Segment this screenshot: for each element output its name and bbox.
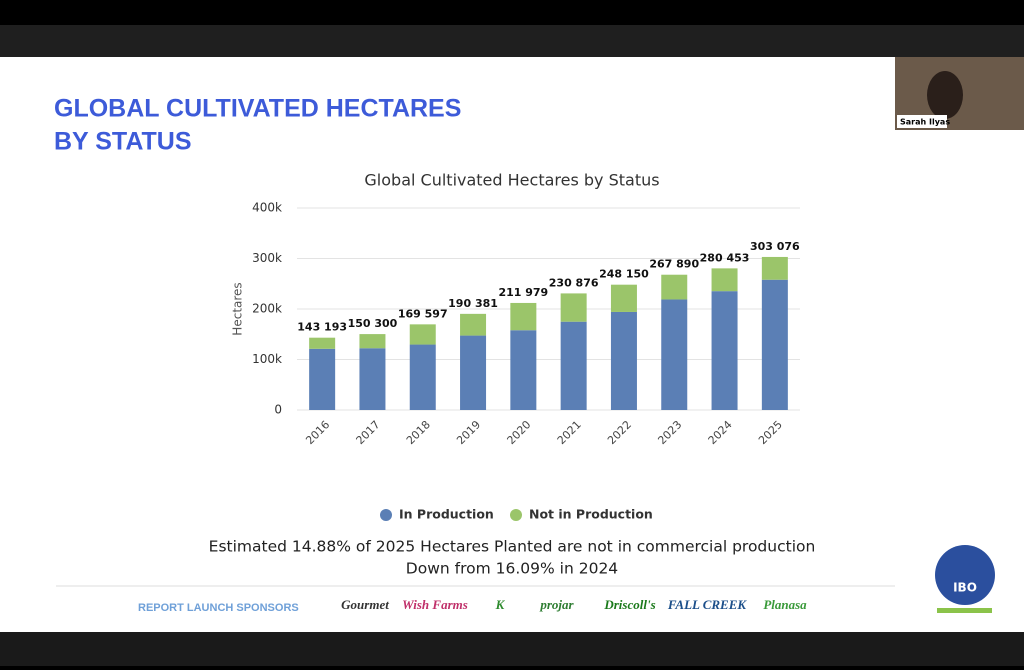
slide-title: BY STATUS [54,128,192,156]
note: Down from 16.09% in 2024 [406,560,618,578]
sponsors-heading: REPORT LAUNCH SPONSORS [138,602,299,614]
bar-segment [359,334,386,349]
legend-label: In Production [399,507,494,522]
bar-segment [309,337,336,349]
total-label: 150 300 [348,317,398,330]
y-tick-label: 200k [252,302,282,316]
sponsor: Planasa [763,597,807,612]
logo-bar [937,608,992,613]
total-label: 143 193 [297,321,347,334]
sponsor: projar [539,597,574,612]
toolbar [0,25,1024,57]
total-label: 248 150 [599,268,649,281]
legend-label: Not in Production [529,507,653,522]
sponsor: Gourmet [341,597,389,612]
chart-title: Global Cultivated Hectares by Status [364,171,659,190]
bar-segment [309,348,336,410]
top-bar [0,0,1024,25]
bar-segment [711,291,738,410]
bar-segment [510,302,537,331]
logo-badge [935,545,995,605]
bar-segment [359,348,386,410]
total-label: 267 890 [649,258,699,271]
y-tick-label: 0 [274,403,282,417]
y-tick-label: 400k [252,201,282,215]
legend-marker [510,509,522,521]
y-tick-label: 100k [252,352,282,366]
total-label: 211 979 [498,286,548,299]
sponsor: Wish Farms [402,597,468,612]
note: Estimated 14.88% of 2025 Hectares Plante… [209,538,816,556]
total-label: 190 381 [448,297,498,310]
sponsor: Driscoll's [603,597,655,612]
sponsor: K [495,597,506,612]
legend-marker [380,509,392,521]
webcam-person [927,71,963,119]
bar-segment [661,299,688,410]
total-label: 169 597 [398,307,448,320]
bar-segment [560,321,587,410]
slide-title: GLOBAL CULTIVATED HECTARES [54,95,461,123]
name-tag [897,115,947,128]
bar-segment [610,284,637,312]
bar-segment [661,274,688,300]
bar-segment [409,324,436,345]
total-label: 230 876 [549,276,599,289]
participant-name: Sarah Ilyas [900,118,950,127]
bottom-bar [0,632,1024,666]
bar-segment [610,311,637,410]
sponsor: FALL CREEK [667,597,747,612]
bar-segment [761,256,788,280]
bar-segment [560,293,587,322]
y-axis-label: Hectares [231,282,245,335]
logo-text: IBO [953,581,977,595]
total-label: 303 076 [750,240,800,253]
bar-segment [711,268,738,292]
bar-segment [460,335,487,410]
bar-segment [510,330,537,410]
total-label: 280 453 [700,251,750,264]
bar-segment [460,313,487,336]
bar-segment [761,279,788,410]
y-tick-label: 300k [252,251,282,265]
bar-segment [409,344,436,410]
